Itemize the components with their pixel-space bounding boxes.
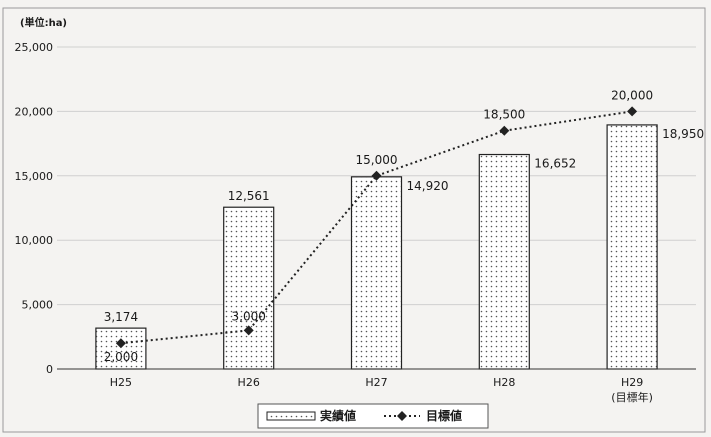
target-line xyxy=(115,106,638,349)
target-value-labels: 2,000 3,000 15,000 18,500 20,000 xyxy=(104,88,653,364)
bar-value-label: 16,652 xyxy=(534,157,576,171)
bar-value-label: 18,950 xyxy=(662,127,704,141)
y-tick-label: 5,000 xyxy=(22,299,54,312)
bar xyxy=(478,153,530,370)
x-tick-label: H27 xyxy=(365,376,387,389)
y-tick-label: 25,000 xyxy=(15,41,54,54)
target-marker xyxy=(243,325,254,336)
target-marker xyxy=(115,338,126,349)
target-marker xyxy=(499,125,510,136)
y-tick-label: 15,000 xyxy=(15,170,54,183)
x-tick-label: H26 xyxy=(238,376,260,389)
bar xyxy=(223,206,275,370)
x-tick-sublabel: (目標年) xyxy=(611,390,653,404)
bars xyxy=(95,124,658,370)
target-line-path xyxy=(120,110,633,345)
target-marker xyxy=(371,170,382,181)
bar xyxy=(95,327,147,370)
unit-label: (単位:ha) xyxy=(20,16,67,29)
y-tick-label: 0 xyxy=(46,363,53,376)
bar-value-label: 14,920 xyxy=(407,179,449,193)
bar-value-label: 12,561 xyxy=(228,189,270,203)
target-value-label: 15,000 xyxy=(356,153,398,167)
bar-value-labels: 3,174 12,561 14,920 16,652 18,950 xyxy=(104,127,704,324)
bar xyxy=(350,176,403,370)
legend: 実績値 目標値 xyxy=(257,403,489,429)
bar-value-label: 3,174 xyxy=(104,310,138,324)
y-tick-label: 20,000 xyxy=(15,105,54,118)
y-tick-label: 10,000 xyxy=(15,234,54,247)
target-value-label: 18,500 xyxy=(483,108,525,122)
legend-bar-swatch xyxy=(266,411,316,421)
legend-line-marker xyxy=(397,411,407,421)
legend-bar-label: 実績値 xyxy=(320,408,356,423)
legend-line-label: 目標値 xyxy=(426,408,462,423)
bar xyxy=(606,124,658,370)
x-tick-label: H28 xyxy=(493,376,515,389)
target-value-label: 2,000 xyxy=(104,350,138,364)
y-axis-ticks: 0 5,000 10,000 15,000 20,000 25,000 xyxy=(15,41,54,376)
x-axis-labels: H25 H26 H27 H28 H29(目標年) xyxy=(110,376,653,404)
x-tick-label: H29 xyxy=(621,376,643,389)
target-value-label: 20,000 xyxy=(611,88,653,102)
target-value-label: 3,000 xyxy=(232,309,266,323)
target-marker xyxy=(627,106,638,117)
x-tick-label: H25 xyxy=(110,376,132,389)
